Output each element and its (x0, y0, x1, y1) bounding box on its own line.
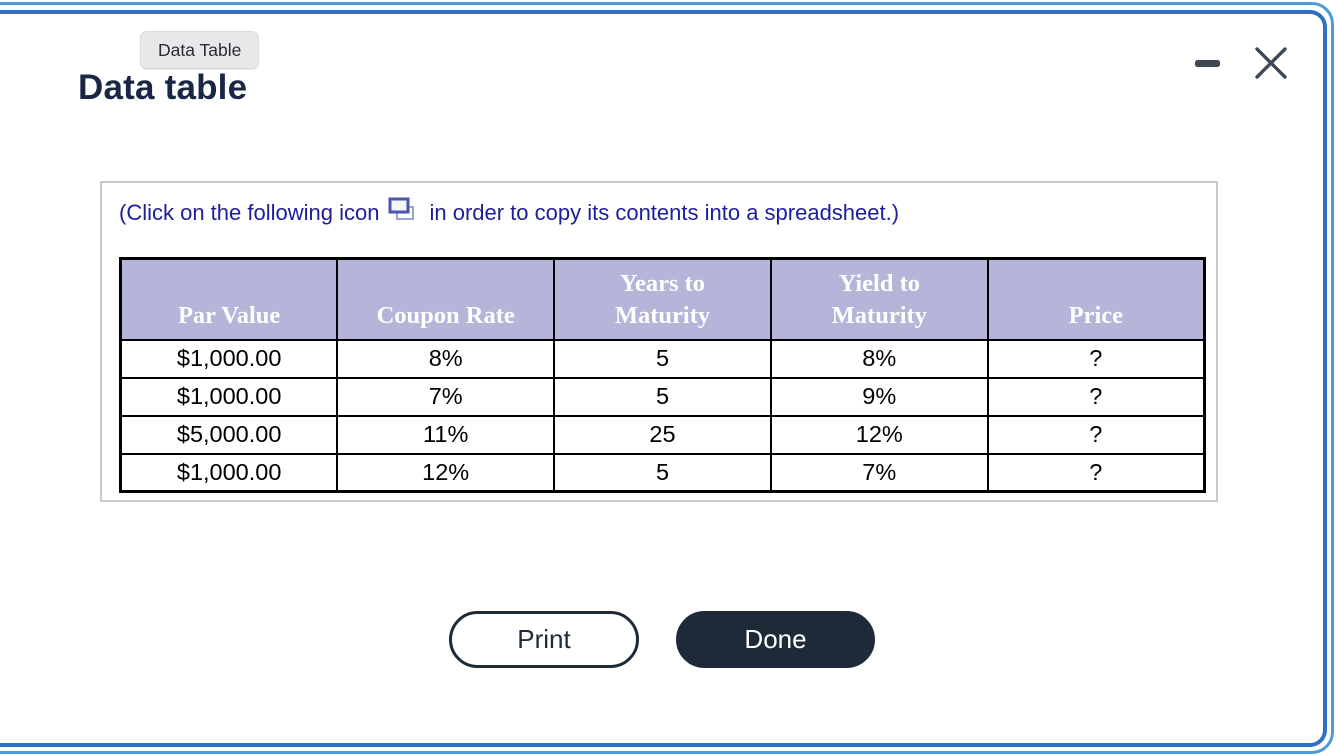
bond-data-table: Par Value Coupon Rate Years to Maturity … (119, 257, 1206, 493)
cell-yield-to-maturity: 8% (769, 338, 989, 379)
cell-par-value: $1,000.00 (119, 338, 339, 379)
cell-par-value: $1,000.00 (119, 376, 339, 417)
column-header-years-to-maturity: Years to Maturity (553, 257, 772, 341)
column-header-price: Price (986, 257, 1206, 341)
cell-par-value: $5,000.00 (119, 414, 339, 455)
done-button-label: Done (744, 624, 807, 654)
data-table-tooltip: Data Table (140, 31, 260, 69)
print-button-label: Print (517, 624, 571, 654)
cell-yield-to-maturity: 12% (769, 414, 989, 455)
cell-years-to-maturity: 5 (553, 452, 772, 493)
cell-years-to-maturity: 5 (553, 376, 772, 417)
cell-price: ? (986, 338, 1206, 379)
cell-price: ? (986, 376, 1206, 417)
column-header-coupon-rate: Coupon Rate (336, 257, 556, 341)
table-row: $5,000.00 11% 25 12% ? (119, 414, 1206, 455)
page-title: Data table (78, 68, 248, 107)
cell-years-to-maturity: 25 (553, 414, 772, 455)
print-button[interactable]: Print (449, 611, 639, 668)
column-header-par-value: Par Value (119, 257, 339, 341)
cell-price: ? (986, 452, 1206, 493)
instruction-prefix: (Click on the following icon (119, 199, 380, 225)
instruction-suffix: in order to copy its contents into a spr… (429, 199, 900, 225)
table-row: $1,000.00 8% 5 8% ? (119, 338, 1206, 379)
cell-price: ? (986, 414, 1206, 455)
column-header-yield-to-maturity: Yield to Maturity (769, 257, 989, 341)
cell-yield-to-maturity: 7% (769, 452, 989, 493)
minimize-icon[interactable] (1195, 60, 1220, 67)
tooltip-label: Data Table (158, 39, 242, 60)
cell-yield-to-maturity: 9% (769, 376, 989, 417)
close-icon[interactable] (1252, 44, 1290, 82)
data-table-panel: (Click on the following icon in order to… (100, 181, 1218, 502)
cell-coupon-rate: 12% (336, 452, 556, 493)
copy-to-spreadsheet-icon[interactable] (388, 197, 416, 228)
cell-years-to-maturity: 5 (553, 338, 772, 379)
cell-par-value: $1,000.00 (119, 452, 339, 493)
copy-instruction: (Click on the following icon in order to… (119, 197, 899, 228)
done-button[interactable]: Done (676, 611, 875, 668)
table-header-row: Par Value Coupon Rate Years to Maturity … (119, 257, 1206, 341)
table-row: $1,000.00 12% 5 7% ? (119, 452, 1206, 493)
table-row: $1,000.00 7% 5 9% ? (119, 376, 1206, 417)
cell-coupon-rate: 11% (336, 414, 556, 455)
cell-coupon-rate: 8% (336, 338, 556, 379)
cell-coupon-rate: 7% (336, 376, 556, 417)
